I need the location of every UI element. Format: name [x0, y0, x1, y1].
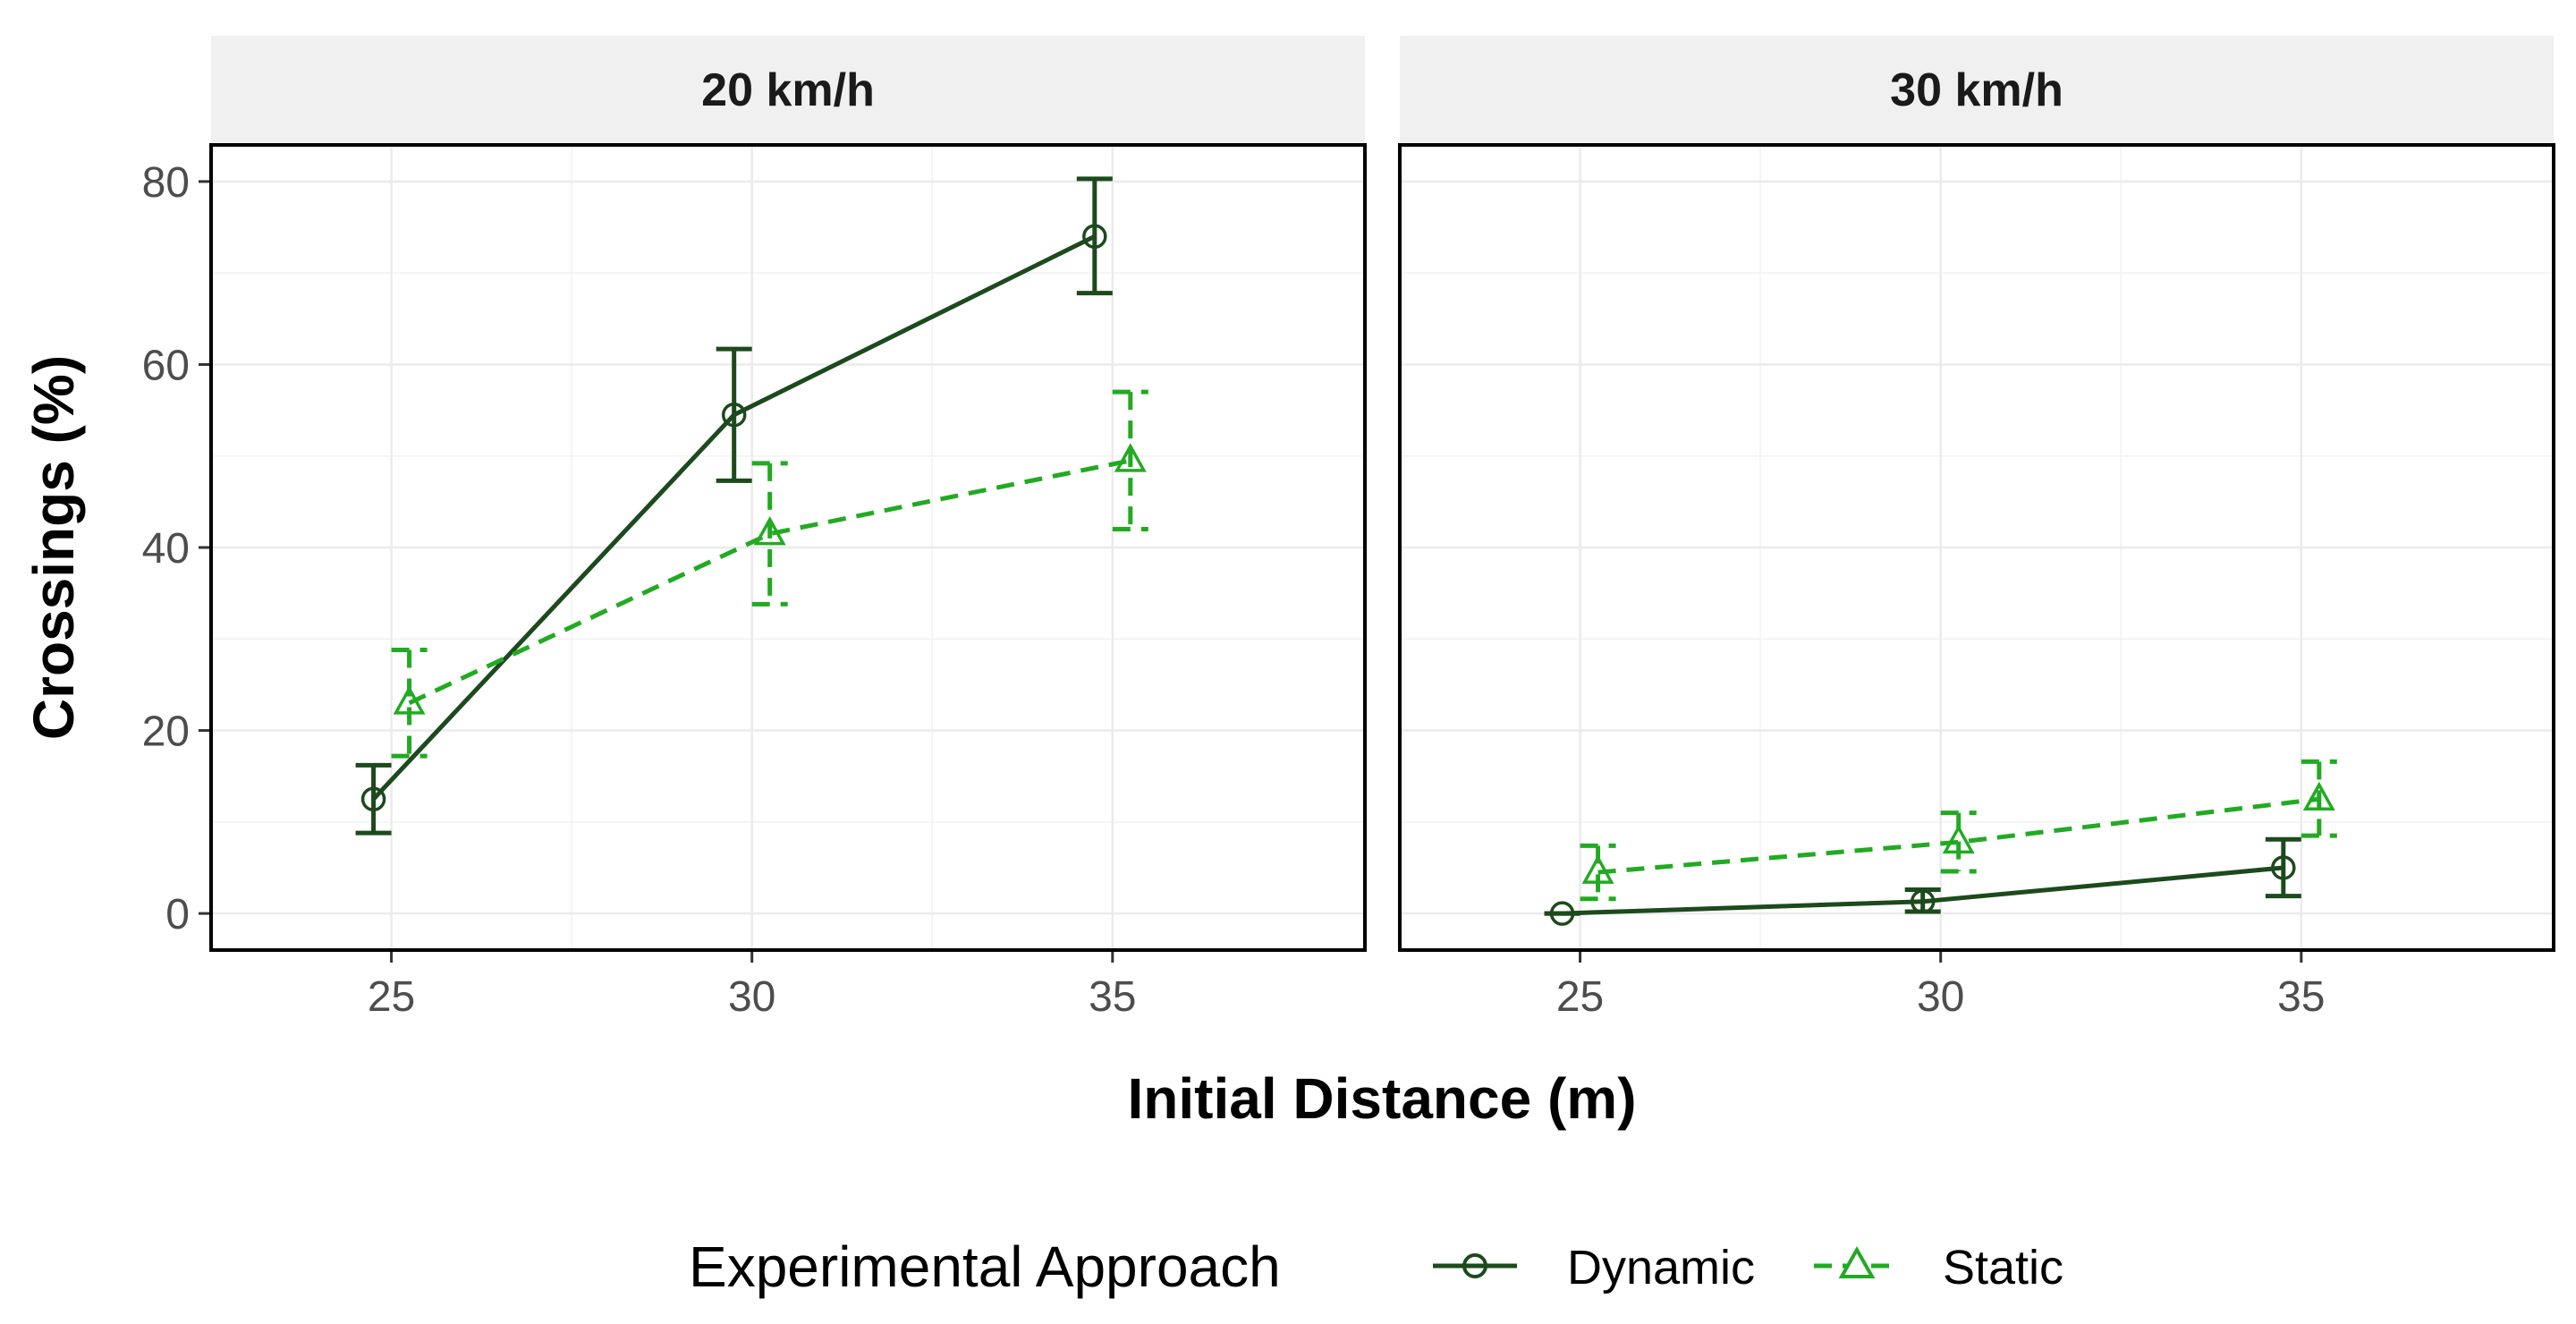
series-layer: [355, 176, 1148, 836]
x-tick-label: 25: [1556, 973, 1604, 1021]
panel-border: [1398, 143, 2555, 952]
y-tick-label: 0: [165, 891, 190, 938]
x-axis-ticks-panel-2: 25 30 35: [1556, 952, 2326, 1021]
data-point: [1581, 854, 1614, 884]
triangle-icon: [1838, 1245, 1876, 1278]
series-dynamic: [355, 176, 1113, 836]
series-line: [1597, 796, 2320, 875]
y-tick-label: 80: [142, 159, 190, 207]
panel-20kmh: 20 km/h: [209, 36, 1367, 952]
y-axis-ticks: 0 20 40 60 80: [142, 159, 209, 938]
x-tick-label: 35: [1089, 973, 1136, 1021]
data-point: [360, 786, 386, 811]
x-tick-label: 25: [368, 973, 415, 1021]
legend-item-static: Static: [1814, 1241, 2063, 1294]
series-line: [408, 458, 1131, 706]
data-point: [393, 685, 426, 715]
error-bar: [716, 346, 752, 483]
grid-lines: [1400, 145, 2554, 950]
data-point: [2271, 855, 2296, 880]
series-line: [371, 234, 1096, 801]
error-bar: [355, 762, 392, 836]
error-bar: [751, 461, 788, 607]
panel-title: 20 km/h: [701, 64, 875, 116]
data-point: [721, 402, 747, 428]
data-point: [1942, 824, 1975, 854]
series-layer: [1544, 759, 2337, 926]
series-dynamic: [1544, 836, 2301, 926]
error-bar: [1580, 843, 1616, 902]
x-tick-label: 35: [2277, 973, 2325, 1021]
data-point: [1114, 443, 1147, 472]
x-axis-title: Initial Distance (m): [1128, 1066, 1637, 1131]
legend-label: Static: [1943, 1241, 2063, 1294]
circle-icon: [1462, 1253, 1487, 1278]
error-bar: [1940, 811, 1977, 874]
x-tick-label: 30: [728, 973, 775, 1021]
error-bar: [391, 648, 428, 759]
legend-label: Dynamic: [1567, 1241, 1755, 1294]
error-bar: [1076, 176, 1113, 296]
legend-item-dynamic: Dynamic: [1433, 1241, 1755, 1294]
data-point: [1082, 224, 1107, 250]
data-point: [1549, 901, 1575, 926]
y-axis-title: Crossings (%): [21, 355, 86, 740]
panel-strip: [1400, 36, 2554, 145]
panel-30kmh: 30 km/h: [1398, 36, 2555, 952]
panel-title: 30 km/h: [1890, 64, 2063, 116]
legend: Experimental Approach Dynamic Static: [689, 1235, 2063, 1299]
series-static: [391, 389, 1148, 759]
y-tick-label: 20: [142, 709, 190, 756]
y-tick-label: 40: [142, 525, 190, 573]
series-static: [1580, 759, 2337, 902]
x-axis-ticks-panel-1: 25 30 35: [368, 952, 1137, 1021]
error-bar: [2301, 759, 2337, 838]
data-point: [1910, 889, 1936, 914]
y-tick-label: 60: [142, 342, 190, 389]
data-point: [2302, 781, 2335, 811]
x-tick-label: 30: [1917, 973, 1964, 1021]
error-bar: [1112, 389, 1148, 532]
panel-border: [209, 143, 1367, 952]
grid-lines: [211, 145, 1365, 950]
data-point: [753, 516, 786, 546]
error-bar: [2265, 836, 2301, 899]
panel-strip: [211, 36, 1365, 145]
legend-title: Experimental Approach: [689, 1235, 1281, 1299]
